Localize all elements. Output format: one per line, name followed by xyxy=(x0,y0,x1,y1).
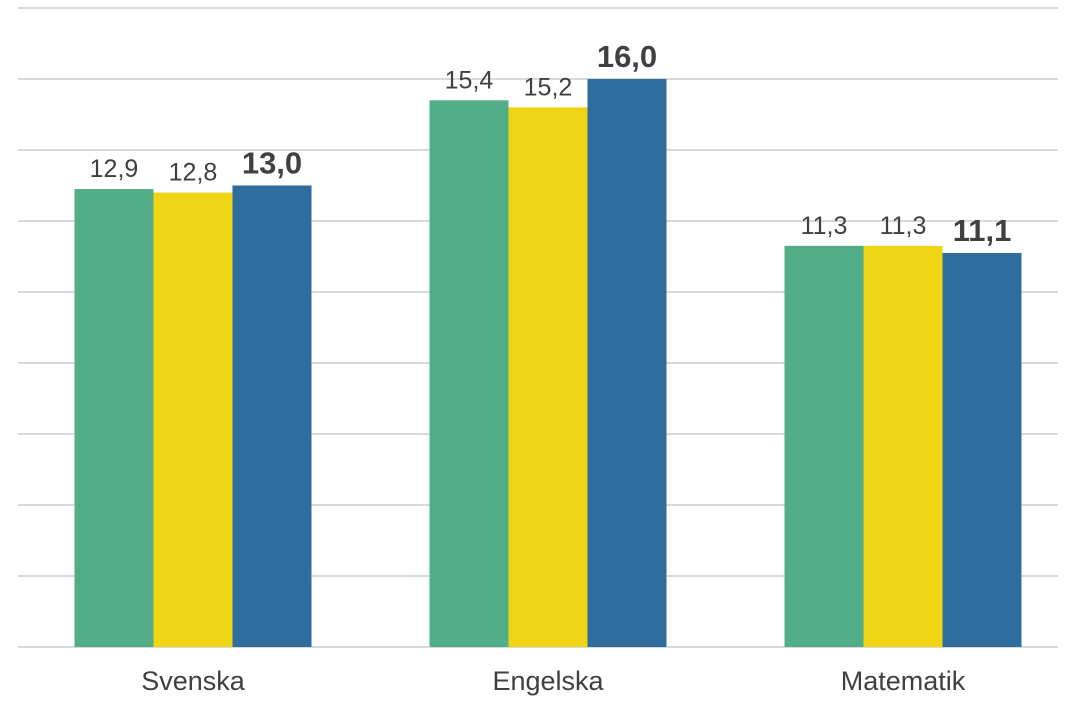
data-label: 11,3 xyxy=(880,212,927,240)
bar xyxy=(508,107,588,647)
bars xyxy=(74,79,1022,648)
category-label: Engelska xyxy=(492,666,604,696)
bar xyxy=(232,185,312,647)
bar xyxy=(153,192,233,647)
bar xyxy=(587,79,667,647)
data-label: 12,9 xyxy=(90,155,139,183)
data-label: 15,2 xyxy=(524,73,573,101)
data-label: 11,3 xyxy=(801,212,848,240)
bar xyxy=(74,189,154,648)
category-labels: Svenska Engelska Matematik xyxy=(141,666,966,696)
bar xyxy=(784,245,864,647)
category-label: Matematik xyxy=(841,666,966,696)
bar xyxy=(863,245,943,647)
data-label: 11,1 xyxy=(953,213,1012,248)
category-label: Svenska xyxy=(141,666,246,696)
data-label: 16,0 xyxy=(597,39,657,74)
bar xyxy=(942,252,1022,647)
data-label: 15,4 xyxy=(445,66,494,94)
bar xyxy=(429,100,509,648)
data-labels: 12,9 12,8 13,0 15,4 15,2 16,0 11,3 11,3 11,1 xyxy=(90,39,1012,248)
data-label: 12,8 xyxy=(169,159,218,187)
data-label: 13,0 xyxy=(242,146,302,181)
